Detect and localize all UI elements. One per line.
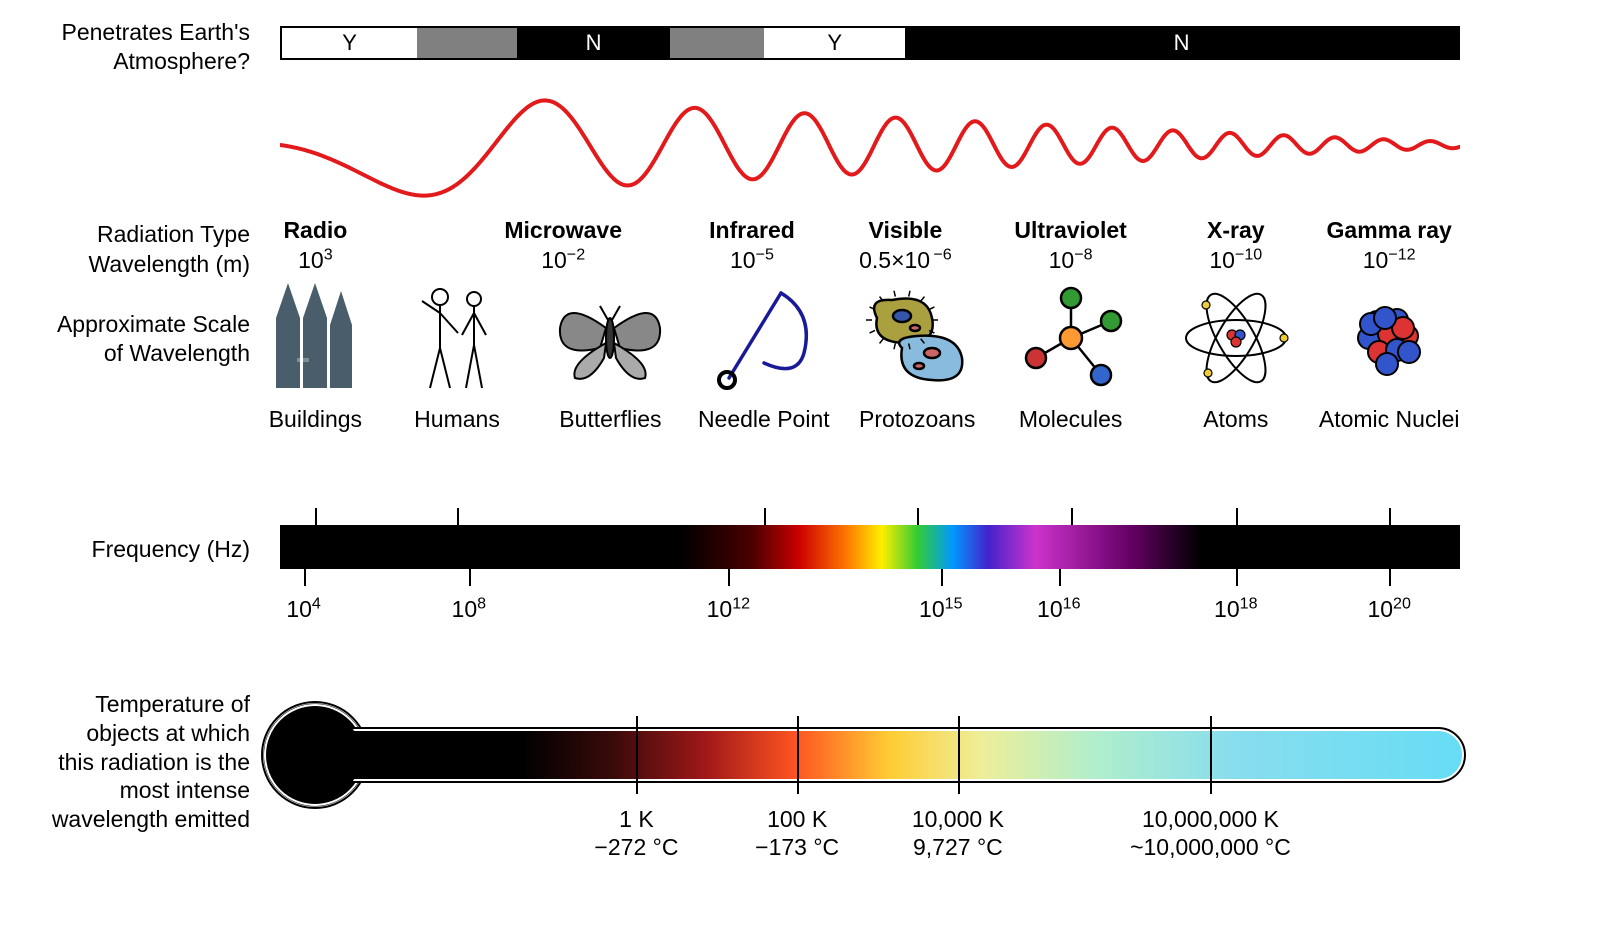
scale-object-label: Atomic Nuclei (1309, 406, 1469, 433)
scale-object-label: Humans (377, 406, 537, 433)
freq-value: 1020 (1367, 596, 1411, 623)
penetration-segment: Y (764, 28, 905, 58)
protozoan-icon (852, 278, 982, 398)
radiation-type-label: X-ray (1156, 217, 1316, 244)
needle-icon (699, 278, 829, 398)
freq-tick-top (315, 508, 317, 525)
temp-celsius: 9,727 °C (913, 834, 1003, 861)
radiation-type-label: Infrared (672, 217, 832, 244)
radiation-type-label: Gamma ray (1309, 217, 1469, 244)
text: wavelength emitted (52, 806, 250, 832)
scale-object-label: Molecules (991, 406, 1151, 433)
temp-kelvin: 1 K (619, 806, 654, 833)
wavelength-value: 10−10 (1156, 247, 1316, 274)
freq-tick-bottom (304, 569, 306, 586)
radiation-type-label: Ultraviolet (991, 217, 1151, 244)
thermo-tick (1210, 716, 1212, 794)
thermometer (260, 700, 1470, 810)
penetration-segment (670, 28, 764, 58)
scale-object-label: Buildings (235, 406, 395, 433)
wave-graphic (280, 85, 1460, 205)
radiation-type-label: Microwave (483, 217, 643, 244)
freq-value: 1015 (919, 596, 963, 623)
temp-kelvin: 100 K (767, 806, 827, 833)
text: Temperature of (95, 691, 250, 717)
molecule-icon (1006, 278, 1136, 398)
wavelength-value: 0.5×10 −6 (825, 247, 985, 274)
freq-value: 104 (286, 596, 321, 623)
text: this radiation is the (58, 749, 250, 775)
text: Approximate Scale (57, 311, 250, 337)
scale-object-label: Needle Point (684, 406, 844, 433)
label-temperature: Temperature of objects at which this rad… (10, 690, 250, 834)
freq-tick-top (1236, 508, 1238, 525)
label-frequency: Frequency (Hz) (10, 535, 250, 564)
frequency-spectrum-bar (280, 525, 1460, 569)
thermo-tick (797, 716, 799, 794)
freq-tick-bottom (469, 569, 471, 586)
freq-value: 1012 (707, 596, 751, 623)
temp-celsius: −173 °C (755, 834, 839, 861)
freq-value: 1018 (1214, 596, 1258, 623)
scale-object-label: Atoms (1156, 406, 1316, 433)
freq-tick-bottom (1389, 569, 1391, 586)
label-radiation-type: Radiation Type (10, 220, 250, 249)
freq-value: 108 (452, 596, 487, 623)
temp-celsius: −272 °C (594, 834, 678, 861)
penetration-segment (417, 28, 517, 58)
freq-tick-bottom (728, 569, 730, 586)
scale-object-label: Protozoans (837, 406, 997, 433)
atom-icon (1171, 278, 1301, 398)
wavelength-value: 103 (235, 247, 395, 274)
penetration-bar: YNYN (280, 26, 1460, 60)
thermo-tick (636, 716, 638, 794)
em-spectrum-diagram: Penetrates Earth's Atmosphere? YNYN Radi… (10, 10, 1606, 929)
humans-icon (392, 278, 522, 398)
freq-tick-top (764, 508, 766, 525)
thermo-tick (958, 716, 960, 794)
wavelength-value: 10−2 (483, 247, 643, 274)
temp-kelvin: 10,000 K (912, 806, 1004, 833)
freq-tick-top (917, 508, 919, 525)
penetration-segment: Y (282, 28, 417, 58)
freq-tick-top (1071, 508, 1073, 525)
text: Atmosphere? (113, 48, 250, 74)
label-penetrates: Penetrates Earth's Atmosphere? (10, 18, 250, 76)
freq-tick-bottom (1059, 569, 1061, 586)
radiation-type-label: Visible (825, 217, 985, 244)
text: Penetrates Earth's (62, 19, 251, 45)
freq-tick-top (1389, 508, 1391, 525)
temp-kelvin: 10,000,000 K (1142, 806, 1279, 833)
wavelength-value: 10−8 (991, 247, 1151, 274)
wavelength-value: 10−12 (1309, 247, 1469, 274)
text: objects at which (86, 720, 250, 746)
freq-value: 1016 (1037, 596, 1081, 623)
penetration-segment: N (517, 28, 670, 58)
penetration-segment: N (905, 28, 1458, 58)
freq-tick-bottom (941, 569, 943, 586)
text: of Wavelength (104, 340, 250, 366)
label-wavelength: Wavelength (m) (10, 250, 250, 279)
wavelength-value: 10−5 (672, 247, 832, 274)
nucleus-icon (1324, 278, 1454, 398)
freq-tick-bottom (1236, 569, 1238, 586)
label-approx-scale: Approximate Scale of Wavelength (10, 310, 250, 368)
scale-object-label: Butterflies (530, 406, 690, 433)
radiation-type-label: Radio (235, 217, 395, 244)
text: most intense (120, 777, 250, 803)
freq-tick-top (457, 508, 459, 525)
buildings-icon (250, 278, 380, 398)
temp-celsius: ~10,000,000 °C (1130, 834, 1291, 861)
butterfly-icon (545, 278, 675, 398)
